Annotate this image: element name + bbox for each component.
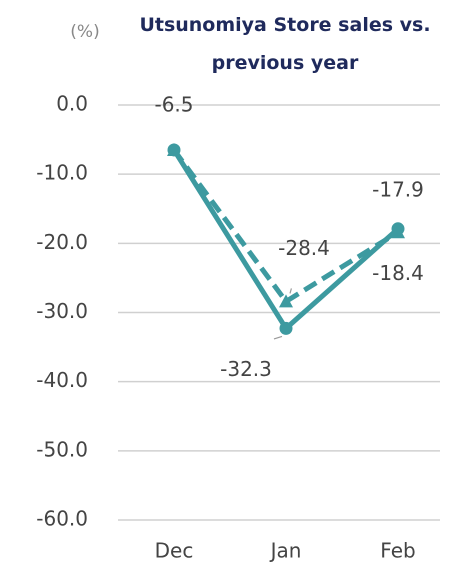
- marker: [279, 294, 293, 308]
- y-tick-label: -10.0: [36, 161, 88, 185]
- y-tick-label: -40.0: [36, 368, 88, 392]
- data-label: -18.4: [372, 261, 424, 285]
- data-label: -28.4: [278, 236, 330, 260]
- series-line: [171, 148, 400, 305]
- marker: [167, 143, 181, 157]
- y-tick-label: -60.0: [36, 507, 88, 531]
- data-label: -32.3: [220, 357, 272, 381]
- leader-line: [289, 288, 292, 294]
- y-tick-label: -50.0: [36, 437, 88, 461]
- y-unit: (%): [70, 22, 99, 42]
- y-tick-label: -30.0: [36, 299, 88, 323]
- y-tick-label: 0.0: [56, 92, 88, 116]
- data-label: -17.9: [372, 177, 424, 201]
- y-tick-label: -20.0: [36, 230, 88, 254]
- leader-line: [273, 335, 283, 340]
- x-tick-label: Feb: [380, 539, 415, 563]
- marker: [391, 222, 405, 236]
- x-tick-label: Jan: [269, 539, 302, 563]
- chart-title: Utsunomiya Store sales vs. previous year: [139, 14, 431, 74]
- data-label: -6.5: [154, 92, 193, 116]
- x-tick-label: Dec: [155, 539, 194, 563]
- marker: [279, 321, 293, 335]
